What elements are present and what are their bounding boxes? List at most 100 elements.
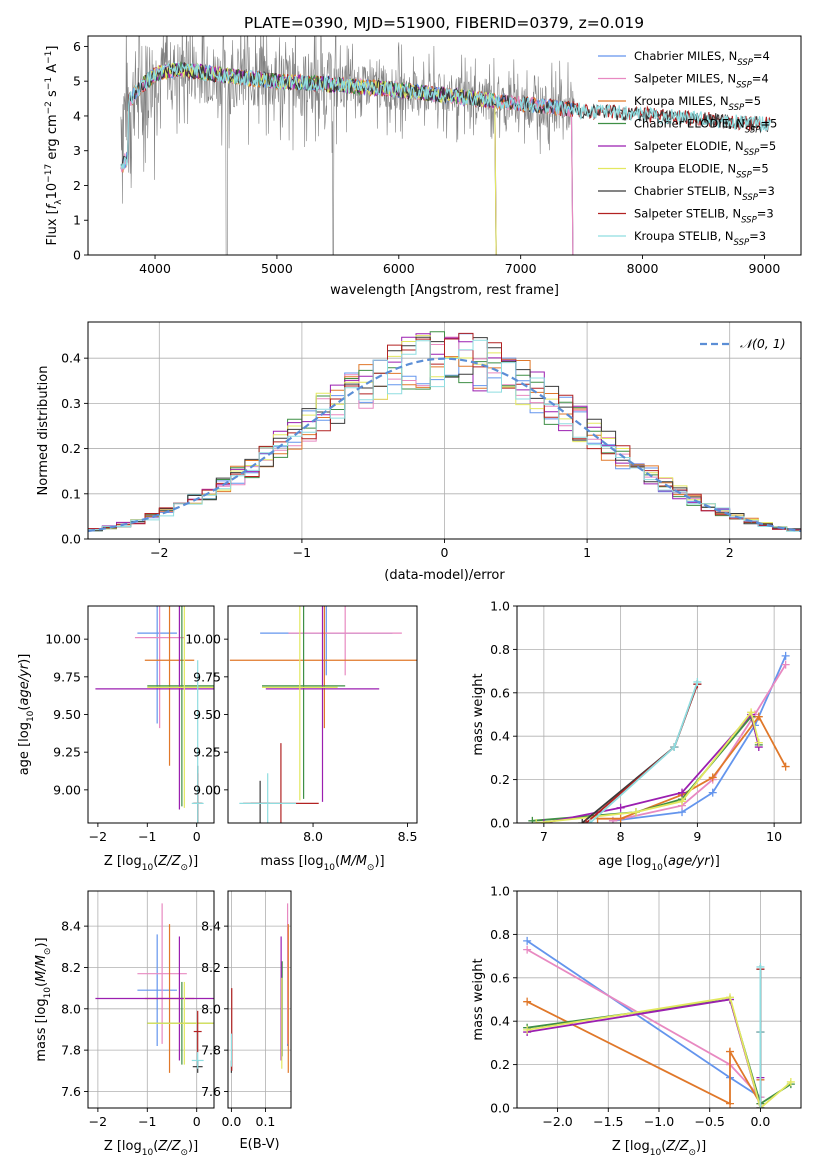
weight-marker [616, 803, 625, 812]
weight-line [536, 710, 760, 823]
plot-area [228, 891, 291, 1108]
x-tick-label: −1.5 [593, 1114, 623, 1129]
x-tick-label: 0 [193, 1114, 201, 1129]
legend-label: Chabrier STELIB, NSSP=3 [634, 184, 775, 203]
mass_Z-chart: −2 −1 0 7.6 7.8 8.0 8.2 8.4 Z [log10(Z/Z⊙)] mass … [34, 890, 215, 1158]
weight-marker [585, 819, 594, 823]
y-tick-label: 0.3 [61, 396, 81, 411]
legend-label: 𝒩(0, 1) [740, 336, 786, 351]
y-tick-label: 0.6 [490, 685, 510, 700]
y-tick-label: 9.50 [53, 707, 81, 722]
x-tick-label: 0.0 [221, 1114, 241, 1129]
y-tick-label: 9.00 [193, 782, 221, 797]
age_Z-chart: −2 −1 0 9.00 9.25 9.50 9.75 10.00 Z [log10(Z/Z⊙)… [17, 605, 215, 873]
axes-frame [516, 605, 802, 824]
y-tick-label: 9.50 [193, 707, 221, 722]
model-spectrum [120, 61, 771, 170]
weight-marker [726, 993, 734, 1002]
x-tick-label: −1 [293, 545, 311, 560]
weight-marker [726, 1047, 734, 1056]
x-tick-label: 8 [617, 829, 625, 844]
weight-line [612, 655, 787, 822]
y-tick-label: 1.0 [490, 599, 510, 614]
axes-frame [87, 321, 802, 540]
axes-frame [87, 35, 802, 256]
axes-frame [87, 605, 215, 824]
weight-line [526, 996, 792, 1108]
weight-marker [786, 1077, 795, 1086]
y-tick-label: 1 [73, 213, 81, 228]
x-tick-label: 8.0 [303, 829, 323, 844]
mass_ebv-chart: 0.0 0.1 7.6 7.8 8.0 8.2 8.4 E(B-V) [201, 890, 292, 1152]
x-tick-label: 1 [583, 545, 591, 560]
weight-marker [781, 762, 790, 771]
weight-marker [523, 945, 532, 954]
plot-area [517, 606, 801, 823]
x-tick-label: 8000 [627, 261, 659, 276]
y-tick-label: 0.2 [61, 441, 81, 456]
weight-marker [523, 1025, 532, 1034]
weight-marker [631, 808, 640, 817]
normal-curve [88, 357, 801, 533]
y-tick-label: 8.2 [61, 960, 81, 975]
x-tick-label: 9000 [749, 261, 781, 276]
y-tick-label: 8.2 [201, 960, 221, 975]
weight-line [597, 715, 787, 820]
residual-histogram [88, 332, 801, 531]
legend-label: Kroupa ELODIE, NSSP=5 [634, 162, 769, 181]
y-axis-label: mass weight [471, 673, 486, 755]
weight-marker [756, 1028, 765, 1037]
legend-label: Salpeter STELIB, NSSP=3 [634, 207, 774, 226]
y-tick-label: 9.25 [53, 745, 81, 760]
y-tick-label: 1.0 [490, 884, 510, 899]
weight-line [526, 1000, 762, 1108]
x-tick-label: 7000 [505, 261, 537, 276]
legend-label: Salpeter ELODIE, NSSP=5 [634, 139, 776, 158]
weight-marker [532, 819, 541, 823]
x-axis-label: wavelength [Angstrom, rest frame] [330, 283, 559, 298]
weight-marker [781, 660, 790, 669]
weight-marker [616, 814, 625, 823]
weight-marker [726, 1099, 734, 1108]
y-tick-label: 7.6 [61, 1084, 81, 1099]
y-tick-label: 6 [73, 39, 81, 54]
x-tick-label: 0 [441, 545, 449, 560]
y-tick-label: 0.4 [490, 729, 510, 744]
y-tick-label: 0.0 [490, 1101, 510, 1116]
x-tick-label: 9 [693, 829, 701, 844]
x-tick-label: −2.0 [542, 1114, 572, 1129]
axes-frame [516, 890, 802, 1109]
y-tick-label: 4 [73, 108, 81, 123]
legend-label: Chabrier MILES, NSSP=4 [634, 49, 770, 68]
x-tick-label: 5000 [261, 261, 293, 276]
y-tick-label: 8.0 [201, 1001, 221, 1016]
weight-marker [523, 936, 532, 945]
y-tick-label: 10.00 [45, 632, 81, 647]
plot-area [88, 891, 214, 1108]
y-tick-label: 0.8 [490, 927, 510, 942]
plot-area [229, 606, 417, 823]
y-axis-label: age [log10(age/yr)] [17, 654, 36, 776]
x-tick-label: −1 [138, 1114, 156, 1129]
x-tick-label: 0 [193, 829, 201, 844]
x-tick-label: −2 [89, 1114, 107, 1129]
y-tick-label: 10.00 [185, 632, 221, 647]
y-tick-label: 0.0 [490, 816, 510, 831]
x-tick-label: −2 [89, 829, 107, 844]
weight-marker [578, 819, 587, 823]
plot-area [120, 36, 771, 255]
y-tick-label: 0.1 [61, 486, 81, 501]
weight-marker [528, 816, 537, 823]
y-tick-label: 0.6 [490, 970, 510, 985]
weight_Z-chart: −2.0 −1.5 −1.0 −0.5 0.0 0.0 0.2 0.4 0.6 0.8 1.0 Z [… [471, 884, 802, 1158]
y-axis-label: mass weight [471, 958, 486, 1040]
y-tick-label: 0.4 [61, 351, 81, 366]
y-axis-label: Normed distribution [36, 366, 51, 496]
observed-spectrum [120, 36, 575, 255]
y-tick-label: 8.4 [61, 919, 81, 934]
age_mass-chart: 8.0 8.5 9.00 9.25 9.50 9.75 10.00 mass [log10(M… [185, 605, 418, 873]
legend-label: Salpeter MILES, NSSP=4 [634, 72, 769, 91]
x-axis-label: age [log10(age/yr)] [598, 854, 720, 873]
weight-marker [670, 743, 679, 752]
